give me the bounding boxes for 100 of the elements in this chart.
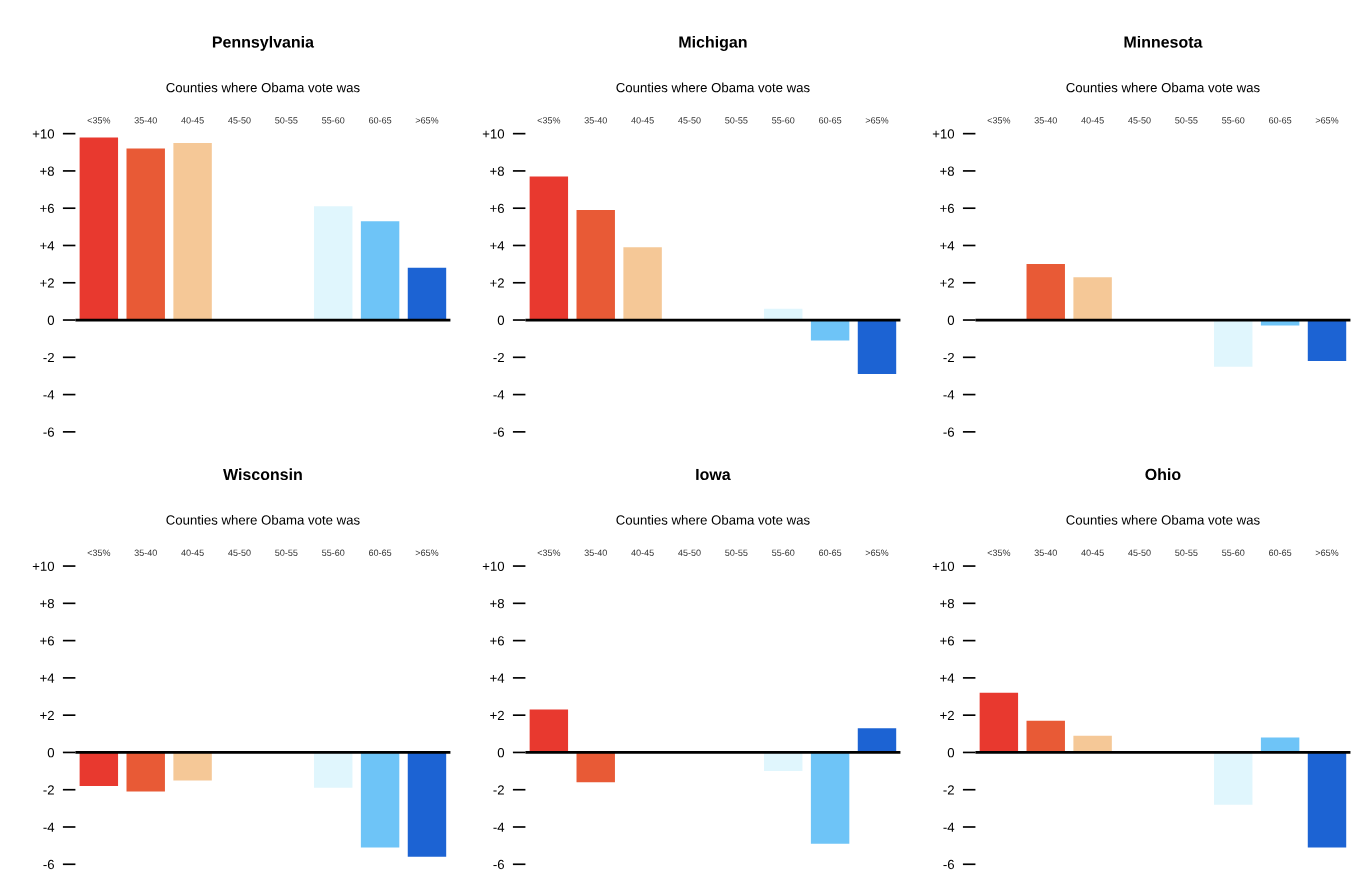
x-tick-label: 45-50 — [1128, 549, 1151, 556]
y-tick-label: +8 — [490, 166, 505, 176]
y-tick-label: +4 — [40, 673, 55, 683]
chart-title: Ohio — [1145, 468, 1181, 481]
x-tick-label: 35-40 — [584, 549, 607, 556]
x-tick-label: 55-60 — [1222, 549, 1245, 556]
chart-title: Pennsylvania — [212, 35, 315, 51]
x-tick-label: 35-40 — [1034, 117, 1057, 124]
chart-subtitle: Counties where Obama vote was — [616, 82, 810, 93]
x-tick-label: 50-55 — [1175, 549, 1198, 556]
y-tick-label: -2 — [43, 785, 54, 795]
x-tick-label: 50-55 — [275, 117, 298, 124]
x-tick-label: 55-60 — [772, 549, 795, 556]
y-tick-label: +6 — [490, 203, 504, 214]
y-tick-label: -6 — [943, 859, 955, 870]
y-tick-label: 0 — [497, 748, 505, 758]
y-tick-label: +10 — [932, 561, 955, 571]
x-tick-label: <35% — [87, 117, 111, 124]
x-tick-label: 60-65 — [369, 117, 392, 124]
chart-subtitle: Counties where Obama vote was — [1066, 514, 1260, 525]
y-tick-label: +10 — [32, 561, 55, 571]
y-tick-label: -2 — [943, 785, 954, 795]
y-tick-label: -4 — [493, 822, 505, 832]
y-tick-label: -6 — [493, 859, 504, 870]
y-tick-label: -6 — [43, 427, 54, 437]
chart-title: Wisconsin — [223, 468, 302, 481]
y-tick-label: +10 — [32, 129, 55, 139]
x-tick-label: 45-50 — [678, 549, 701, 556]
x-tick-label: 50-55 — [725, 549, 748, 556]
chart-title: Iowa — [696, 468, 731, 481]
y-tick-label: 0 — [47, 748, 55, 758]
x-tick-label: <35% — [987, 117, 1011, 124]
y-tick-label: +8 — [940, 166, 955, 176]
x-tick-label: 50-55 — [725, 117, 748, 124]
y-tick-label: +2 — [490, 278, 504, 288]
y-tick-label: 0 — [497, 315, 505, 325]
y-tick-label: -4 — [943, 822, 955, 832]
y-tick-label: +2 — [40, 710, 54, 720]
y-tick-label: -4 — [43, 390, 55, 400]
y-tick-label: -4 — [43, 822, 55, 832]
x-tick-label: 40-45 — [1081, 117, 1104, 124]
x-tick-label: 45-50 — [1128, 117, 1151, 124]
x-tick-label: 45-50 — [228, 549, 251, 556]
y-tick-label: +4 — [40, 241, 55, 251]
x-tick-label: 60-65 — [819, 549, 842, 556]
y-tick-label: -2 — [943, 352, 954, 363]
x-tick-label: 45-50 — [678, 117, 701, 124]
y-tick-label: +4 — [940, 241, 955, 251]
x-tick-label: 55-60 — [1222, 117, 1245, 124]
x-tick-label: <35% — [537, 549, 561, 556]
y-tick-label: +2 — [940, 710, 954, 720]
y-tick-label: +6 — [40, 203, 54, 214]
x-tick-label: >65% — [1315, 549, 1339, 556]
chart-title: Minnesota — [1124, 35, 1203, 48]
y-tick-label: -2 — [493, 785, 504, 795]
y-tick-label: +4 — [940, 673, 955, 683]
y-tick-label: +8 — [490, 598, 505, 609]
chart-subtitle: Counties where Obama vote was — [166, 82, 360, 93]
y-tick-label: +10 — [932, 129, 955, 139]
x-tick-label: <35% — [537, 117, 561, 124]
y-tick-label: +6 — [940, 203, 955, 214]
x-tick-label: 35-40 — [1034, 549, 1057, 556]
y-tick-label: +6 — [490, 636, 504, 646]
y-tick-label: -2 — [493, 352, 504, 363]
y-tick-label: -2 — [43, 352, 54, 363]
x-tick-label: <35% — [87, 549, 111, 556]
x-tick-label: 55-60 — [772, 117, 795, 124]
x-tick-label: 55-60 — [322, 549, 345, 556]
y-tick-label: -4 — [493, 390, 505, 400]
y-tick-label: +8 — [940, 598, 955, 609]
x-tick-label: >65% — [865, 549, 889, 556]
x-tick-label: >65% — [1315, 117, 1339, 124]
x-tick-label: 60-65 — [1269, 549, 1292, 556]
y-tick-label: -4 — [943, 390, 955, 400]
x-tick-label: >65% — [865, 117, 889, 124]
y-tick-label: 0 — [947, 315, 955, 325]
x-tick-label: <35% — [987, 549, 1011, 556]
x-tick-label: 45-50 — [228, 117, 251, 124]
x-tick-label: 40-45 — [631, 117, 654, 124]
y-tick-label: +4 — [490, 241, 505, 251]
x-tick-label: 55-60 — [322, 117, 345, 124]
x-tick-label: 60-65 — [819, 117, 842, 124]
y-tick-label: -6 — [943, 427, 955, 437]
y-tick-label: -6 — [43, 859, 54, 870]
x-tick-label: 60-65 — [369, 549, 392, 556]
y-tick-label: +8 — [40, 166, 54, 176]
x-tick-label: 60-65 — [1269, 117, 1292, 124]
x-tick-label: 40-45 — [181, 117, 204, 124]
x-tick-label: 50-55 — [275, 549, 298, 556]
x-tick-label: 40-45 — [1081, 549, 1104, 556]
x-tick-label: >65% — [415, 117, 439, 124]
chart-subtitle: Counties where Obama vote was — [1066, 82, 1260, 93]
y-tick-label: 0 — [47, 315, 55, 325]
y-tick-label: +2 — [40, 278, 54, 288]
x-tick-label: 50-55 — [1175, 117, 1198, 124]
x-tick-label: 35-40 — [134, 117, 157, 124]
y-tick-label: 0 — [947, 748, 955, 758]
y-tick-label: -6 — [493, 427, 504, 437]
y-tick-label: +10 — [482, 129, 505, 139]
x-tick-label: 35-40 — [134, 549, 157, 556]
